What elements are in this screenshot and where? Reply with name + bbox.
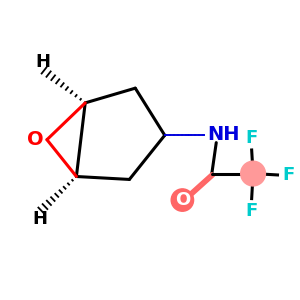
Text: F: F (282, 166, 294, 184)
Circle shape (171, 189, 194, 211)
Text: H: H (35, 53, 50, 71)
Text: O: O (27, 130, 44, 149)
Text: O: O (175, 191, 190, 209)
Text: NH: NH (207, 125, 240, 144)
Circle shape (241, 161, 266, 186)
Text: H: H (32, 210, 47, 228)
Text: F: F (245, 202, 258, 220)
Text: F: F (245, 129, 258, 147)
